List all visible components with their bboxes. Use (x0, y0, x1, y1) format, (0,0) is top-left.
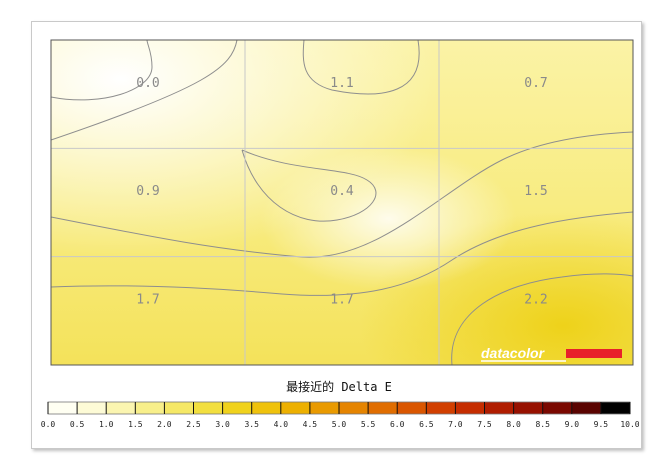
scale-tick-label: 9.0 (565, 420, 580, 429)
scale-title: 最接近的 Delta E (286, 379, 392, 394)
scale-tick-label: 8.5 (535, 420, 550, 429)
contour-line-4 (50, 131, 634, 258)
contour-line-3 (241, 149, 377, 222)
scale-tick-label: 6.5 (419, 420, 434, 429)
scale-tick-label: 1.5 (128, 420, 143, 429)
logo-text: datacolor (481, 345, 546, 361)
cell-value-r1-c0: 0.9 (136, 184, 159, 199)
scale-swatch-17 (542, 402, 573, 414)
scale-tick-label: 8.0 (506, 420, 521, 429)
contour-line-1 (50, 39, 238, 141)
delta-e-heatmap: 0.0 1.1 0.7 0.9 0.4 1.5 1.7 1.7 2.2 datacolor 最接近… (41, 39, 640, 429)
scale-tick-label: 7.0 (448, 420, 463, 429)
cell-value-r2-c2: 2.2 (524, 293, 547, 308)
contour-line-5 (50, 211, 634, 296)
scale-swatch-14 (455, 402, 485, 414)
cell-value-r0-c2: 0.7 (524, 76, 547, 91)
scale-tick-label: 3.5 (244, 420, 259, 429)
plot-area: 0.0 1.1 0.7 0.9 0.4 1.5 1.7 1.7 2.2 datacolor (50, 39, 634, 366)
scale-swatch-6 (222, 402, 253, 414)
cell-value-r1-c1: 0.4 (330, 184, 354, 199)
scale-tick-label: 9.5 (594, 420, 609, 429)
scale-swatch-1 (77, 402, 107, 414)
scale-swatch-11 (368, 402, 398, 414)
scale-tick-label: 2.0 (157, 420, 172, 429)
cell-value-r0-c0: 0.0 (136, 76, 159, 91)
cell-value-r0-c1: 1.1 (330, 76, 353, 91)
scale-swatch-5 (193, 402, 224, 414)
cell-value-r1-c2: 1.5 (524, 184, 547, 199)
scale-tick-label: 5.0 (332, 420, 347, 429)
scale-swatch-13 (426, 402, 456, 414)
datacolor-logo: datacolor (481, 345, 622, 362)
cell-value-r2-c0: 1.7 (136, 293, 159, 308)
scale-swatch-16 (513, 402, 544, 414)
contour-line-6 (451, 273, 634, 366)
low-value-region-corner (51, 40, 633, 365)
scale-tick-label: 10.0 (620, 420, 639, 429)
scale-swatch-15 (484, 402, 515, 414)
scale-tick-label: 0.0 (41, 420, 56, 429)
contour-line-2 (302, 39, 420, 95)
scale-swatch-3 (135, 402, 165, 414)
scale-tick-label: 1.0 (99, 420, 114, 429)
scale-tick-label: 6.0 (390, 420, 405, 429)
scale-swatch-10 (339, 402, 369, 414)
scale-swatch-7 (251, 402, 282, 414)
scale-swatch-8 (280, 402, 311, 414)
color-scale: 最接近的 Delta E 0.0 0.5 1.0 1.5 2.0 2.5 3.0 3.5 4.0 4… (41, 379, 640, 429)
scale-swatch-4 (164, 402, 194, 414)
heatmap-frame: 0.0 1.1 0.7 0.9 0.4 1.5 1.7 1.7 2.2 datacolor 最接近… (31, 21, 642, 449)
scale-swatch-18 (571, 402, 602, 414)
scale-swatch-0 (48, 402, 78, 414)
scale-tick-label: 3.0 (215, 420, 230, 429)
scale-swatch-9 (309, 402, 340, 414)
plot-border (50, 39, 634, 366)
scale-tick-label: 7.5 (477, 420, 492, 429)
scale-tick-label: 5.5 (361, 420, 376, 429)
scale-swatch-19 (600, 402, 631, 414)
scale-tick-label: 2.5 (186, 420, 201, 429)
scale-swatch-2 (106, 402, 136, 414)
scale-tick-label: 4.5 (303, 420, 318, 429)
scale-tick-label: 0.5 (70, 420, 85, 429)
logo-bar (566, 349, 622, 358)
contour-line-0 (50, 39, 153, 101)
cell-value-r2-c1: 1.7 (330, 293, 353, 308)
scale-swatch-12 (397, 402, 427, 414)
scale-tick-label: 4.0 (274, 420, 289, 429)
